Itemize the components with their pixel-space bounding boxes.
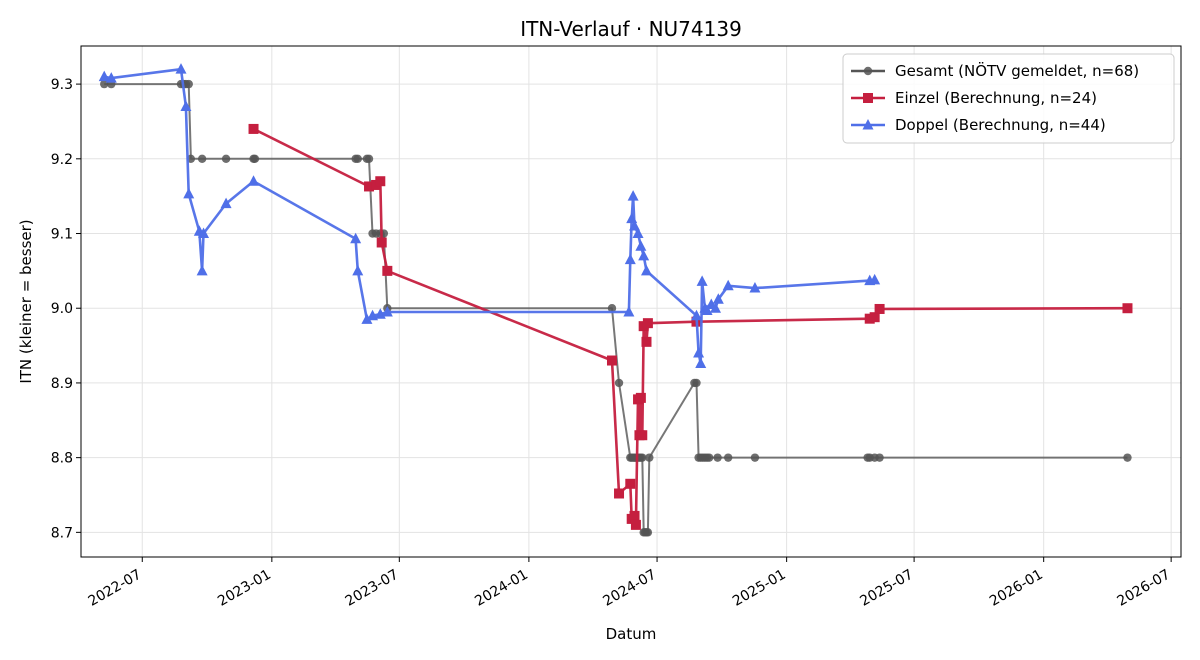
data-point-gesamt [1123, 453, 1132, 462]
data-point-einzel [869, 312, 880, 323]
legend-marker-doppel [862, 119, 874, 130]
data-point-einzel [642, 318, 653, 329]
data-point-gesamt [250, 154, 260, 164]
data-point-doppel [175, 63, 187, 74]
data-point-doppel [350, 232, 362, 244]
legend-label-doppel: Doppel (Berechnung, n=44) [895, 116, 1106, 134]
data-point-doppel [361, 313, 373, 324]
data-point-einzel [382, 265, 393, 276]
x-axis-label: Datum [606, 625, 657, 643]
data-point-gesamt [875, 453, 884, 462]
data-point-doppel [632, 227, 644, 239]
data-point-doppel [693, 347, 705, 358]
data-point-doppel [367, 309, 379, 321]
y-tick-label: 8.8 [51, 451, 73, 467]
data-point-gesamt [643, 528, 653, 537]
legend-label-gesamt: Gesamt (NÖTV gemeldet, n=68) [895, 61, 1139, 80]
plot-frame [80, 45, 1182, 558]
data-point-einzel [1122, 303, 1133, 314]
data-point-einzel [630, 519, 641, 530]
data-point-doppel [712, 293, 724, 304]
y-tick-label: 8.7 [51, 525, 73, 541]
y-tick-label: 9.1 [51, 227, 73, 243]
data-point-doppel [638, 249, 650, 261]
data-point-doppel [695, 357, 707, 369]
y-tick-label: 9.0 [51, 301, 73, 317]
data-point-gesamt [723, 453, 733, 462]
data-point-doppel [623, 305, 635, 317]
data-point-doppel [701, 304, 713, 315]
data-point-einzel [376, 237, 387, 248]
data-point-doppel [381, 305, 393, 317]
data-point-einzel [625, 478, 636, 489]
data-point-einzel [614, 488, 625, 499]
data-point-einzel [637, 430, 648, 441]
series-doppel [98, 63, 881, 369]
data-point-einzel [248, 123, 259, 134]
y-tick-label: 9.2 [51, 152, 73, 168]
legend-marker-einzel [863, 93, 873, 103]
data-point-doppel [183, 187, 195, 199]
data-point-doppel [180, 100, 192, 112]
data-point-doppel [640, 264, 652, 276]
data-point-gesamt [645, 453, 654, 462]
data-point-doppel [869, 273, 881, 285]
data-point-gesamt [638, 453, 647, 462]
legend-label-einzel: Einzel (Berechnung, n=24) [895, 89, 1097, 107]
data-point-gesamt [184, 79, 193, 89]
data-point-gesamt [221, 154, 231, 164]
data-point-doppel [696, 275, 708, 286]
data-point-gesamt [713, 453, 722, 462]
legend-marker-gesamt [863, 66, 873, 76]
data-point-doppel [198, 227, 210, 239]
data-point-doppel [352, 264, 364, 276]
series-line-einzel [252, 127, 1128, 527]
data-point-gesamt [607, 304, 617, 313]
y-tick-label: 9.3 [51, 77, 73, 93]
data-point-doppel [710, 302, 722, 313]
data-point-gesamt [692, 378, 701, 388]
data-point-doppel [98, 70, 110, 82]
data-point-einzel [641, 336, 652, 347]
y-tick-label: 8.9 [51, 376, 73, 392]
data-point-doppel [627, 190, 639, 201]
data-point-einzel [874, 303, 885, 314]
data-point-doppel [635, 240, 647, 251]
data-point-doppel [629, 220, 641, 231]
data-point-einzel [629, 510, 640, 521]
data-point-doppel [749, 282, 761, 293]
legend: Gesamt (NÖTV gemeldet, n=68) Einzel (Bere… [842, 53, 1175, 144]
data-point-gesamt [353, 154, 362, 164]
y-axis-label: ITN (kleiner = besser) [17, 219, 35, 383]
data-point-doppel [105, 72, 117, 83]
legend-box [842, 53, 1175, 144]
data-point-einzel [635, 392, 646, 403]
data-point-doppel [196, 264, 208, 276]
data-point-gesamt [197, 154, 207, 164]
series-layer [98, 63, 1133, 537]
data-point-gesamt [750, 453, 760, 462]
data-point-gesamt [364, 154, 374, 164]
data-point-einzel [364, 181, 375, 192]
data-point-doppel [722, 279, 734, 291]
data-point-einzel [606, 355, 617, 366]
data-point-gesamt [614, 378, 624, 388]
data-point-doppel [690, 309, 702, 321]
data-point-doppel [248, 175, 260, 186]
data-point-einzel [375, 176, 386, 187]
chart-title: ITN-Verlauf · NU74139 [520, 17, 742, 41]
series-einzel [248, 123, 1133, 530]
data-point-gesamt [704, 453, 714, 462]
data-point-doppel [220, 197, 232, 209]
data-point-doppel [624, 253, 636, 265]
